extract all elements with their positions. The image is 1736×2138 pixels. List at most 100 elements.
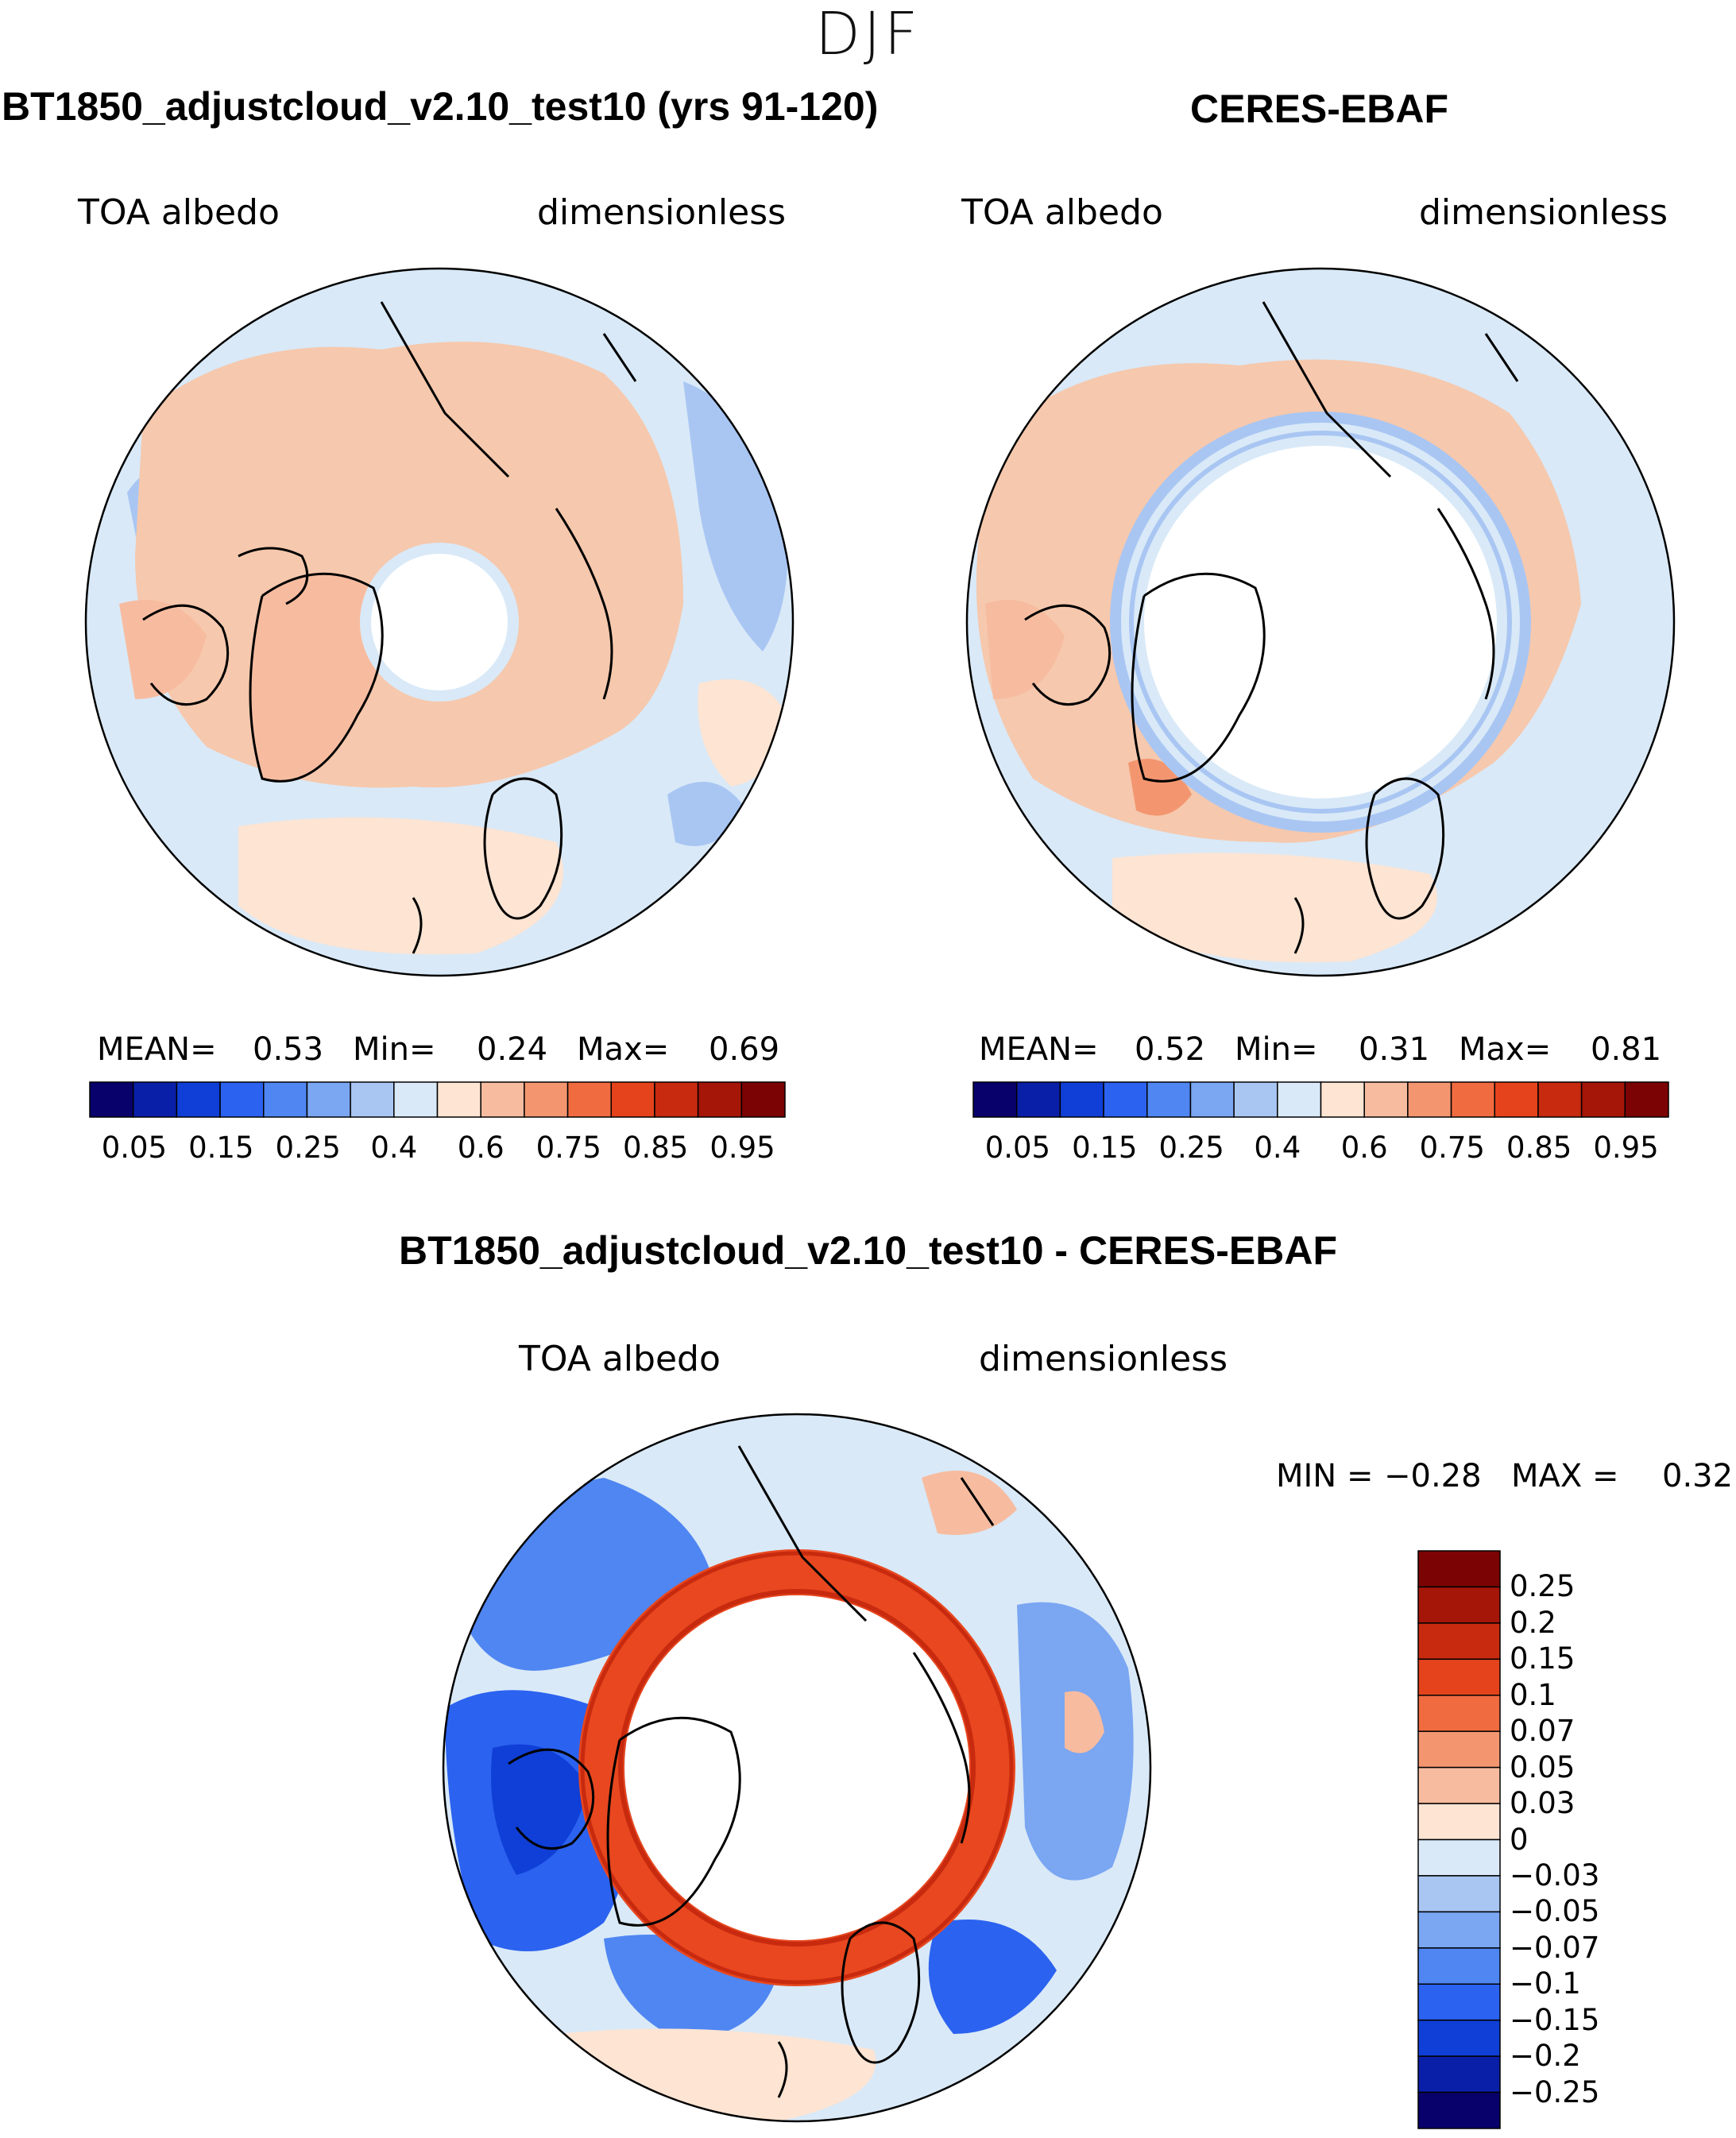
colorbar-tick-label: 0.95 — [1593, 1131, 1659, 1165]
colorbar-tick-label: 0.85 — [622, 1131, 689, 1165]
colorbar-tick-label: 0.95 — [709, 1131, 775, 1165]
panel-right-title: CERES-EBAF — [1190, 87, 1449, 131]
left-units-label: dimensionless — [537, 192, 787, 233]
difference-colorbar — [1417, 1550, 1501, 2129]
colorbar-swatch — [263, 1081, 308, 1118]
colorbar-tick-label: 0.25 — [275, 1131, 341, 1165]
colorbar-swatch — [1417, 1947, 1501, 1985]
colorbar-tick-label: 0.4 — [1254, 1131, 1301, 1165]
colorbar-tick-label: 0.75 — [535, 1131, 601, 1165]
diff-units-label: dimensionless — [979, 1339, 1228, 1379]
colorbar-swatch — [1417, 2055, 1501, 2094]
right-mean-label: MEAN= — [979, 1031, 1099, 1068]
right-max-value: 0.81 — [1591, 1031, 1662, 1068]
colorbar-swatch — [1624, 1081, 1669, 1118]
diff-max-label: MAX = — [1511, 1458, 1619, 1494]
left-min-label: Min= — [353, 1031, 436, 1068]
right-variable-label: TOA albedo — [961, 192, 1163, 233]
colorbar-swatch — [1417, 1875, 1501, 1913]
colorbar-tick-label: 0.25 — [1158, 1131, 1224, 1165]
colorbar-swatch — [1450, 1081, 1495, 1118]
colorbar-swatch — [1417, 1550, 1501, 1588]
colorbar-swatch — [1417, 1911, 1501, 1949]
colorbar-swatch — [1417, 1838, 1501, 1877]
colorbar-swatch — [1580, 1081, 1626, 1118]
diff-min-label: MIN = — [1276, 1458, 1374, 1494]
colorbar-swatch — [1233, 1081, 1278, 1118]
colorbar-tick-label: 0.25 — [1510, 1569, 1576, 1604]
colorbar-swatch — [176, 1081, 221, 1118]
right-units-label: dimensionless — [1419, 192, 1668, 233]
right-min-value: 0.31 — [1359, 1031, 1430, 1068]
colorbar-tick-label: 0.05 — [101, 1131, 168, 1165]
colorbar-swatch — [1417, 2019, 1501, 2057]
left-max-label: Max= — [577, 1031, 670, 1068]
colorbar-tick-label: −0.03 — [1510, 1858, 1600, 1892]
colorbar-swatch — [350, 1081, 395, 1118]
right-mean-value: 0.52 — [1135, 1031, 1206, 1068]
colorbar-swatch — [1363, 1081, 1409, 1118]
colorbar-swatch — [1417, 1766, 1501, 1804]
colorbar-tick-label: 0.6 — [1340, 1131, 1388, 1165]
colorbar-swatch — [1417, 1695, 1501, 1732]
diff-max-value: 0.32 — [1662, 1458, 1734, 1494]
panel-left-title: BT1850_adjustcloud_v2.10_test10 (yrs 91-… — [2, 84, 879, 129]
colorbar-tick-label: −0.05 — [1510, 1894, 1600, 1929]
difference-title: BT1850_adjustcloud_v2.10_test10 - CERES-… — [399, 1228, 1337, 1273]
colorbar-tick-label: −0.07 — [1510, 1930, 1600, 1965]
colorbar-swatch — [610, 1081, 655, 1118]
colorbar-tick-label: 0.15 — [1510, 1641, 1576, 1676]
right-min-label: Min= — [1235, 1031, 1318, 1068]
colorbar-tick-label: −0.1 — [1510, 1966, 1581, 2001]
colorbar-tick-label: −0.2 — [1510, 2039, 1581, 2074]
left-max-value: 0.69 — [709, 1031, 780, 1068]
colorbar-swatch — [480, 1081, 525, 1118]
colorbar-swatch — [1537, 1081, 1583, 1118]
colorbar-tick-label: 0.4 — [370, 1131, 418, 1165]
colorbar-swatch — [1417, 1586, 1501, 1624]
colorbar-swatch — [566, 1081, 612, 1118]
colorbar-swatch — [132, 1081, 178, 1118]
colorbar-tick-label: 0 — [1510, 1822, 1529, 1857]
left-variable-label: TOA albedo — [78, 192, 280, 233]
diff-min-value: −0.28 — [1384, 1458, 1482, 1494]
colorbar-swatch — [436, 1081, 481, 1118]
colorbar-swatch — [1417, 1658, 1501, 1696]
colorbar-swatch — [219, 1081, 265, 1118]
colorbar-tick-label: 0.1 — [1510, 1677, 1556, 1712]
colorbar-tick-label: 0.07 — [1510, 1714, 1576, 1749]
diff-variable-label: TOA albedo — [519, 1339, 721, 1379]
left-mean-value: 0.53 — [253, 1031, 324, 1068]
colorbar-swatch — [697, 1081, 743, 1118]
colorbar-tick-label: 0.03 — [1510, 1786, 1576, 1821]
left-mean-label: MEAN= — [97, 1031, 217, 1068]
colorbar-tick-label: 0.05 — [1510, 1749, 1576, 1784]
left-colorbar — [89, 1081, 786, 1118]
right-colorbar — [972, 1081, 1669, 1118]
colorbar-swatch — [740, 1081, 786, 1118]
colorbar-tick-label: 0.2 — [1510, 1605, 1556, 1640]
colorbar-tick-label: −0.25 — [1510, 2074, 1600, 2109]
colorbar-tick-label: 0.6 — [457, 1131, 505, 1165]
colorbar-tick-label: −0.15 — [1510, 2002, 1600, 2037]
colorbar-swatch — [524, 1081, 569, 1118]
colorbar-swatch — [1417, 1730, 1501, 1769]
left-min-value: 0.24 — [477, 1031, 548, 1068]
colorbar-swatch — [1417, 1803, 1501, 1841]
right-max-label: Max= — [1459, 1031, 1552, 1068]
colorbar-tick-label: 0.15 — [188, 1131, 254, 1165]
colorbar-swatch — [1407, 1081, 1452, 1118]
colorbar-swatch — [1277, 1081, 1322, 1118]
colorbar-tick-label: 0.15 — [1072, 1131, 1138, 1165]
colorbar-swatch — [1189, 1081, 1235, 1118]
colorbar-tick-label: 0.85 — [1506, 1131, 1572, 1165]
season-title: DJF — [814, 0, 922, 68]
colorbar-tick-label: 0.05 — [984, 1131, 1051, 1165]
colorbar-swatch — [89, 1081, 134, 1118]
colorbar-tick-label: 0.75 — [1419, 1131, 1485, 1165]
colorbar-swatch — [1417, 2091, 1501, 2129]
